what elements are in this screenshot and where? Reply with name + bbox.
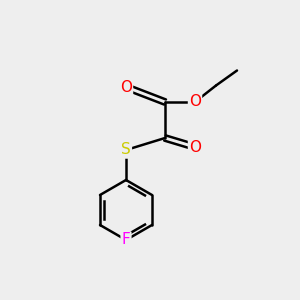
Text: O: O <box>189 94 201 110</box>
Text: S: S <box>121 142 131 158</box>
Text: O: O <box>189 140 201 154</box>
Text: F: F <box>122 232 130 247</box>
Text: O: O <box>120 80 132 94</box>
